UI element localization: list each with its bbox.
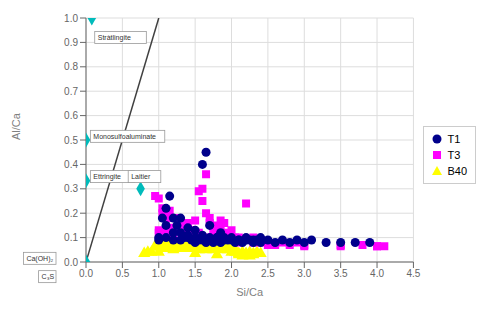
svg-text:4.5: 4.5 bbox=[406, 268, 420, 279]
svg-text:2.0: 2.0 bbox=[225, 268, 239, 279]
svg-text:Ettringite: Ettringite bbox=[93, 173, 121, 181]
svg-text:C₃S: C₃S bbox=[42, 273, 55, 280]
svg-text:1.0: 1.0 bbox=[152, 268, 166, 279]
svg-text:Stràtlingite: Stràtlingite bbox=[98, 34, 131, 42]
svg-text:0.2: 0.2 bbox=[64, 208, 78, 219]
svg-text:0.0: 0.0 bbox=[64, 257, 78, 268]
svg-text:0.0: 0.0 bbox=[79, 268, 93, 279]
html-text:B40: B40 bbox=[447, 165, 467, 177]
html-text:T1: T1 bbox=[447, 133, 461, 145]
svg-text:1.0: 1.0 bbox=[64, 13, 78, 24]
svg-text:Al/Ca: Al/Ca bbox=[10, 112, 22, 140]
html-text:T3: T3 bbox=[447, 149, 461, 161]
svg-text:0.4: 0.4 bbox=[64, 159, 78, 170]
svg-text:Laitier: Laitier bbox=[131, 173, 151, 180]
svg-text:Monosulfoaluminate: Monosulfoaluminate bbox=[93, 133, 156, 140]
svg-text:4.0: 4.0 bbox=[370, 268, 384, 279]
svg-text:3.5: 3.5 bbox=[334, 268, 348, 279]
svg-text:0.5: 0.5 bbox=[64, 135, 78, 146]
svg-text:0.1: 0.1 bbox=[64, 232, 78, 243]
svg-text:2.5: 2.5 bbox=[261, 268, 275, 279]
svg-text:0.7: 0.7 bbox=[64, 86, 78, 97]
svg-text:Ca(OH)₂: Ca(OH)₂ bbox=[26, 255, 53, 263]
svg-text:0.8: 0.8 bbox=[64, 61, 78, 72]
svg-text:1.5: 1.5 bbox=[188, 268, 202, 279]
svg-text:0.5: 0.5 bbox=[115, 268, 129, 279]
svg-text:3.0: 3.0 bbox=[297, 268, 311, 279]
svg-text:Si/Ca: Si/Ca bbox=[236, 286, 264, 298]
svg-text:0.3: 0.3 bbox=[64, 183, 78, 194]
svg-text:0.9: 0.9 bbox=[64, 37, 78, 48]
svg-text:0.6: 0.6 bbox=[64, 110, 78, 121]
